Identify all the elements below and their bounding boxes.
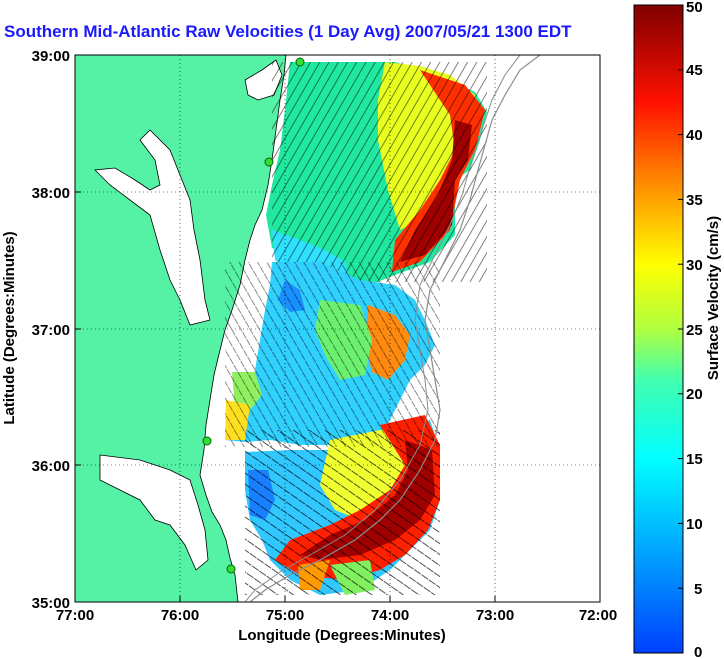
y-tick-label: 38:00 xyxy=(32,185,70,202)
colorbar-tick-label: 30 xyxy=(686,257,703,274)
x-axis-label: Longitude (Degrees:Minutes) xyxy=(238,627,446,644)
colorbar-tick-label: 40 xyxy=(686,127,703,144)
x-tick-label: 75:00 xyxy=(266,607,304,624)
south-field-vectors xyxy=(245,430,440,595)
x-tick-label: 77:00 xyxy=(56,607,94,624)
colorbar-tick-label: 20 xyxy=(686,386,703,403)
y-tick-label: 35:00 xyxy=(32,595,70,612)
chesapeake-bay xyxy=(94,129,211,326)
station-marker xyxy=(202,436,212,446)
map-title: Southern Mid-Atlantic Raw Velocities (1 … xyxy=(4,22,572,41)
x-tick-label: 74:00 xyxy=(371,607,409,624)
x-tick-label: 73:00 xyxy=(476,607,514,624)
colorbar-tick-label: 50 xyxy=(686,0,703,16)
y-tick-label: 37:00 xyxy=(32,322,70,339)
colorbar-tick-label: 35 xyxy=(686,192,703,209)
pamlico-sound xyxy=(99,454,209,571)
colorbar-tick-label: 0 xyxy=(694,644,702,659)
colorbar-tick-label: 25 xyxy=(686,322,703,339)
colorbar xyxy=(633,4,684,654)
x-tick-label: 76:00 xyxy=(161,607,199,624)
shelf-contour-2 xyxy=(244,55,521,602)
x-tick-label: 72:00 xyxy=(579,607,617,624)
north-field-vectors xyxy=(272,62,487,282)
y-axis-label: Latitude (Degrees:Minutes) xyxy=(1,231,18,424)
station-marker xyxy=(264,157,274,167)
y-tick-label: 36:00 xyxy=(32,458,70,475)
central-field-vectors xyxy=(225,262,440,447)
colorbar-tick-label: 45 xyxy=(686,62,703,79)
station-marker xyxy=(226,564,236,574)
colorbar-tick-label: 10 xyxy=(686,516,703,533)
colorbar-label: Surface Velocity (cm/s) xyxy=(705,216,722,380)
shelf-contour xyxy=(249,55,541,602)
velocity-field xyxy=(225,62,487,595)
colorbar-tick-label: 5 xyxy=(694,581,702,598)
colorbar-tick-label: 15 xyxy=(686,451,703,468)
y-tick-label: 39:00 xyxy=(32,48,70,65)
colorbar-ticks xyxy=(678,4,683,589)
station-marker xyxy=(295,57,305,67)
